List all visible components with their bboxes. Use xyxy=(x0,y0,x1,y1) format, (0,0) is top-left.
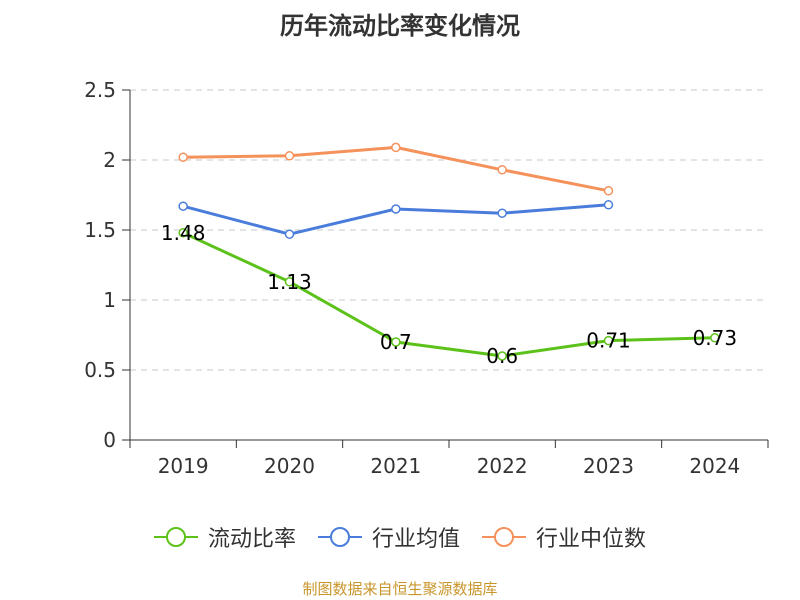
y-tick-label: 2 xyxy=(103,148,116,172)
data-point xyxy=(391,204,401,214)
data-labels: 1.48 1.13 0.7 0.6 0.71 0.73 xyxy=(161,221,737,368)
axes: 0 0.5 1 1.5 2 2.5 2019 2020 2021 2022 2023 2024 xyxy=(84,78,769,478)
legend-marker xyxy=(494,527,514,547)
data-point xyxy=(603,335,614,346)
data-label: 0.73 xyxy=(693,326,738,350)
x-tick-label: 2019 xyxy=(158,454,209,478)
data-point xyxy=(178,201,188,211)
data-label: 1.13 xyxy=(267,270,312,294)
y-tick-label: 2.5 xyxy=(84,78,116,102)
data-point xyxy=(497,165,507,175)
x-tick-label: 2022 xyxy=(477,454,528,478)
x-tick-label: 2020 xyxy=(264,454,315,478)
data-label: 0.71 xyxy=(586,329,631,353)
legend: 流动比率 行业均值 行业中位数 xyxy=(0,520,800,554)
y-tick-label: 0.5 xyxy=(84,358,116,382)
legend-label-industry-median: 行业中位数 xyxy=(536,527,647,552)
legend-marker xyxy=(329,527,350,547)
x-tick-label: 2024 xyxy=(689,454,740,478)
data-point xyxy=(284,229,295,239)
data-label: 0.6 xyxy=(486,344,518,368)
legend-item-industry-average[interactable]: 行业均值 xyxy=(317,521,460,553)
data-label: 0.7 xyxy=(380,330,412,354)
data-point xyxy=(178,228,188,238)
y-tick-label: 1.5 xyxy=(84,218,116,242)
series-line xyxy=(182,231,715,358)
legend-swatch-industry-median xyxy=(482,527,526,547)
data-point xyxy=(497,351,507,361)
data-source-note: 制图数据来自恒生聚源数据库 xyxy=(302,580,498,598)
legend-marker xyxy=(165,527,186,547)
x-tick-label: 2021 xyxy=(370,454,421,478)
grid-lines xyxy=(130,89,768,371)
data-point xyxy=(603,200,614,210)
legend-swatch-industry-average xyxy=(317,527,362,547)
data-point xyxy=(284,277,295,287)
legend-swatch-current-ratio xyxy=(153,527,198,547)
legend-item-current-ratio[interactable]: 流动比率 xyxy=(153,521,296,553)
data-point xyxy=(391,337,401,347)
legend-item-industry-median[interactable]: 行业中位数 xyxy=(482,521,646,553)
series-line xyxy=(183,145,609,193)
data-point xyxy=(391,142,401,153)
data-point xyxy=(178,152,188,162)
legend-label-industry-average: 行业均值 xyxy=(371,527,460,552)
x-tick-label: 2023 xyxy=(583,454,634,478)
series-lines xyxy=(178,142,720,361)
y-tick-label: 0 xyxy=(103,428,116,452)
data-point xyxy=(603,186,614,196)
data-point xyxy=(497,208,507,218)
y-tick-label: 1 xyxy=(103,288,116,312)
data-label: 1.48 xyxy=(161,221,206,245)
legend-label-current-ratio: 流动比率 xyxy=(207,527,296,552)
data-point xyxy=(710,333,720,343)
chart-title: 历年流动比率变化情况 xyxy=(280,12,520,40)
data-point xyxy=(284,151,295,161)
